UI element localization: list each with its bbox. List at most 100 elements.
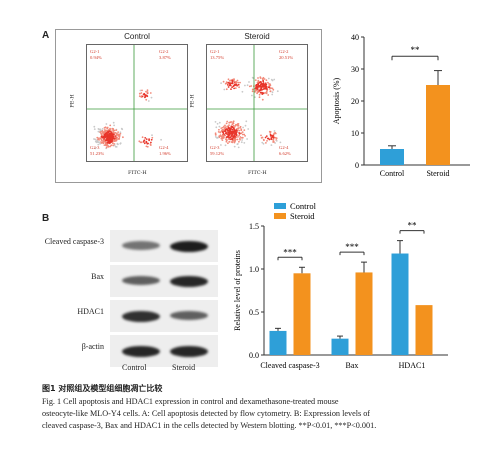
flow-event-dot [98,139,100,141]
flow-event-dot [239,136,242,138]
flow-event-dot [105,135,107,138]
flow-event-dot [235,80,238,83]
legend-swatch-control [274,203,286,209]
flow-event-dot [237,127,240,129]
flow-event-dot [271,91,274,94]
flow-event-dot [113,124,115,127]
flow-event-dot [223,128,225,131]
wb-band [170,276,208,287]
wb-lane-row [110,230,218,263]
flow-event-dot [114,138,117,141]
flow-event-dot [238,132,240,134]
flow-event-dot [115,134,117,137]
quadrant-label: G2-2 [159,49,169,54]
flow-event-dot [219,134,222,136]
flow-event-dot [139,141,142,144]
flow-event-dot [265,92,268,95]
flow-event-dot [268,86,271,89]
flow-event-dot [254,96,256,99]
flow-event-dot [237,136,239,138]
flow-event-dot [234,124,237,127]
quadrant-label: G2-1 [210,49,220,54]
bar-steroid [355,272,373,355]
flow-event-dot [222,130,224,133]
flow-event-dot [224,124,226,127]
flow-event-dot [231,86,233,89]
flow-event-dot [262,138,265,141]
flow-plot-control: Control G2-1 0.94% G2-2 3.87% G2-3 51.23% G2-4… [86,32,188,162]
flow-event-dot [236,138,239,141]
flow-event-dot [257,83,260,86]
quadrant-value: 0.94% [90,55,102,60]
flow-event-dot [232,78,235,81]
quadrant-label: G2-3 [210,145,220,150]
flow-event-dot [265,79,268,82]
flow-event-dot [258,93,261,96]
flow-event-dot [224,127,227,129]
flow-event-dot [226,129,229,132]
flow-event-dot [146,145,149,148]
flow-event-dot [244,135,246,137]
flow-title-control: Control [124,32,150,41]
flow-event-dot [273,130,276,132]
y-tick-label: 1.5 [249,222,259,231]
y-tick-label: 1.0 [249,265,259,274]
significance-label: *** [345,242,359,252]
flow-event-dot [264,82,267,85]
significance-label: *** [283,247,297,257]
flow-event-dot [276,90,279,93]
flow-event-dot [108,142,111,145]
flow-event-dot [111,139,113,142]
y-tick-label: 30 [351,65,359,74]
western-blot-figure: Cleaved caspase-3 Bax HDAC1 β-actin Cont… [0,220,230,380]
flow-event-dot [231,137,234,140]
flow-event-dot [236,84,238,87]
flow-event-dot [261,136,263,139]
flow-event-dot [238,140,240,143]
flow-cytometry-figure: Control G2-1 0.94% G2-2 3.87% G2-3 51.23% G2-4… [55,29,322,183]
legend-label-steroid: Steroid [290,211,315,221]
flow-event-dot [247,128,250,130]
flow-event-dot [228,134,231,136]
flow-event-dot [117,134,120,137]
flow-event-dot [101,141,104,144]
flow-event-dot [237,124,240,127]
flow-event-dot [234,130,237,133]
flow-event-dot [272,88,275,91]
flow-event-dot [105,123,108,125]
flow-event-dot [240,128,243,131]
flow-event-dot [115,129,118,131]
flow-event-dot [228,124,230,127]
bar-steroid [426,85,450,165]
flow-event-dot [214,121,217,123]
flow-event-dot [97,130,100,133]
flow-event-dot [115,139,118,142]
flow-event-dot [255,89,258,92]
flow-event-dot [225,88,228,91]
flow-event-dot [225,128,227,131]
flow-event-dot [93,125,96,128]
flow-event-dot [225,122,228,125]
flow-event-dot [241,136,244,139]
flow-event-dot [256,87,259,90]
flow-event-dot [233,127,235,130]
flow-event-dot [274,136,277,139]
flow-event-dot [234,137,236,139]
flow-event-dot [102,131,105,134]
flow-event-dot [106,126,109,129]
flow-event-dot [258,96,261,99]
flow-event-dot [109,136,111,139]
wb-label-hdac1: HDAC1 [77,307,104,316]
quadrant-label: G2-4 [279,145,289,150]
flow-event-dot [113,144,116,147]
bar-control [380,149,404,165]
flow-event-dot [229,128,232,130]
flow-event-dot [257,77,259,79]
flow-event-dot [232,132,235,134]
flow-event-dot [238,134,240,137]
flow-event-dot [234,87,237,89]
flow-event-dot [234,133,237,136]
flow-event-dot [273,141,275,143]
flow-events [93,89,162,150]
flow-event-dot [109,124,112,127]
